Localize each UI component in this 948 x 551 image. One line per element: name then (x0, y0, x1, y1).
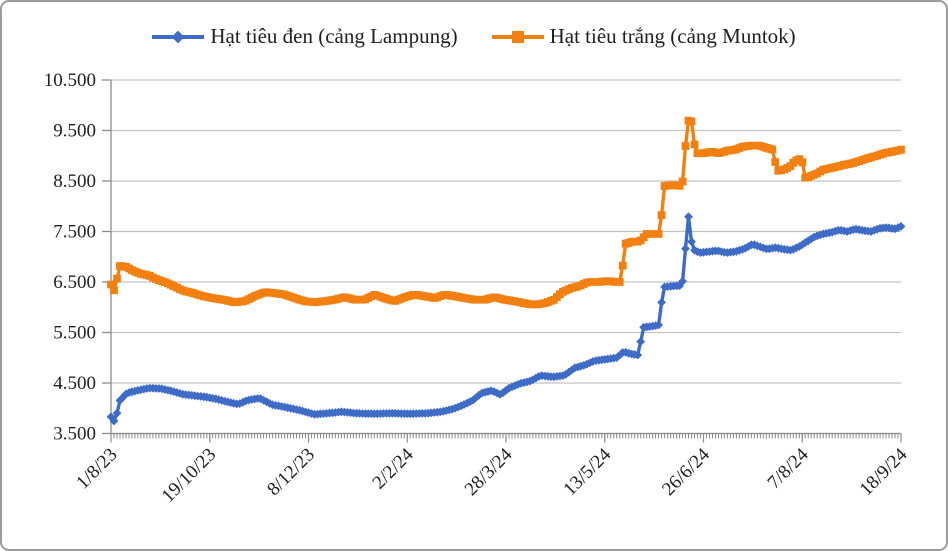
square-marker-icon (511, 30, 524, 43)
y-axis-label: 8.500 (53, 171, 96, 192)
diamond-marker-icon (171, 30, 185, 43)
legend-item-white-pepper: Hạt tiêu trắng (cảng Muntok) (491, 24, 796, 48)
y-axis-label: 5.500 (53, 323, 96, 344)
legend-line-white-pepper (491, 30, 544, 43)
legend-label-white-pepper: Hạt tiêu trắng (cảng Muntok) (549, 24, 796, 48)
legend-label-black-pepper: Hạt tiêu đen (cảng Lampung) (210, 24, 458, 48)
x-axis-label: 18/9/24 (856, 444, 912, 500)
x-axis-label: 7/8/24 (764, 444, 814, 494)
legend-line-black-pepper (152, 30, 205, 43)
x-axis-label: 19/10/23 (158, 444, 221, 507)
y-axis-label: 7.500 (53, 222, 96, 243)
series-markers-black-pepper (106, 212, 906, 426)
y-axis-label: 3.500 (53, 424, 96, 445)
legend: Hạt tiêu đen (cảng Lampung) Hạt tiêu trắ… (2, 26, 946, 47)
y-axis-label: 4.500 (53, 373, 96, 394)
x-axis-label: 1/8/23 (72, 444, 121, 493)
x-axis-label: 28/3/24 (461, 444, 517, 500)
series-line-white-pepper (109, 118, 902, 307)
x-axis-label: 26/6/24 (658, 444, 714, 500)
x-axis-label: 13/5/24 (559, 444, 615, 500)
series-markers-white-pepper (107, 116, 905, 309)
y-axis-label: 10.500 (44, 70, 96, 91)
x-axis-label: 2/2/24 (369, 444, 419, 494)
y-axis-label: 6.500 (53, 272, 96, 293)
x-axis-label: 8/12/23 (263, 444, 319, 500)
legend-item-black-pepper: Hạt tiêu đen (cảng Lampung) (152, 24, 458, 48)
y-axis-label: 9.500 (53, 121, 96, 142)
